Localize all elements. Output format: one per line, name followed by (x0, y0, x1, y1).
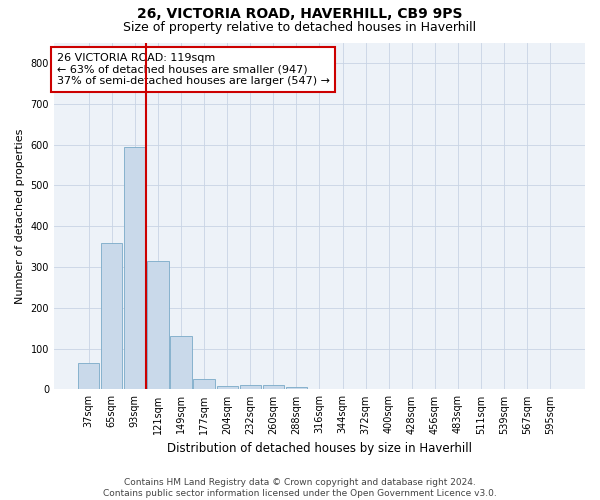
Y-axis label: Number of detached properties: Number of detached properties (15, 128, 25, 304)
Bar (170, 336, 191, 390)
X-axis label: Distribution of detached houses by size in Haverhill: Distribution of detached houses by size … (167, 442, 472, 455)
Bar (263, 386, 284, 390)
Text: Size of property relative to detached houses in Haverhill: Size of property relative to detached ho… (124, 21, 476, 34)
Bar (124, 146, 145, 390)
Bar (193, 379, 215, 390)
Bar (239, 386, 261, 390)
Text: 26, VICTORIA ROAD, HAVERHILL, CB9 9PS: 26, VICTORIA ROAD, HAVERHILL, CB9 9PS (137, 8, 463, 22)
Text: 26 VICTORIA ROAD: 119sqm
← 63% of detached houses are smaller (947)
37% of semi-: 26 VICTORIA ROAD: 119sqm ← 63% of detach… (56, 53, 329, 86)
Bar (286, 386, 307, 390)
Bar (101, 244, 122, 390)
Bar (147, 261, 169, 390)
Bar (217, 386, 238, 390)
Bar (78, 363, 99, 390)
Text: Contains HM Land Registry data © Crown copyright and database right 2024.
Contai: Contains HM Land Registry data © Crown c… (103, 478, 497, 498)
